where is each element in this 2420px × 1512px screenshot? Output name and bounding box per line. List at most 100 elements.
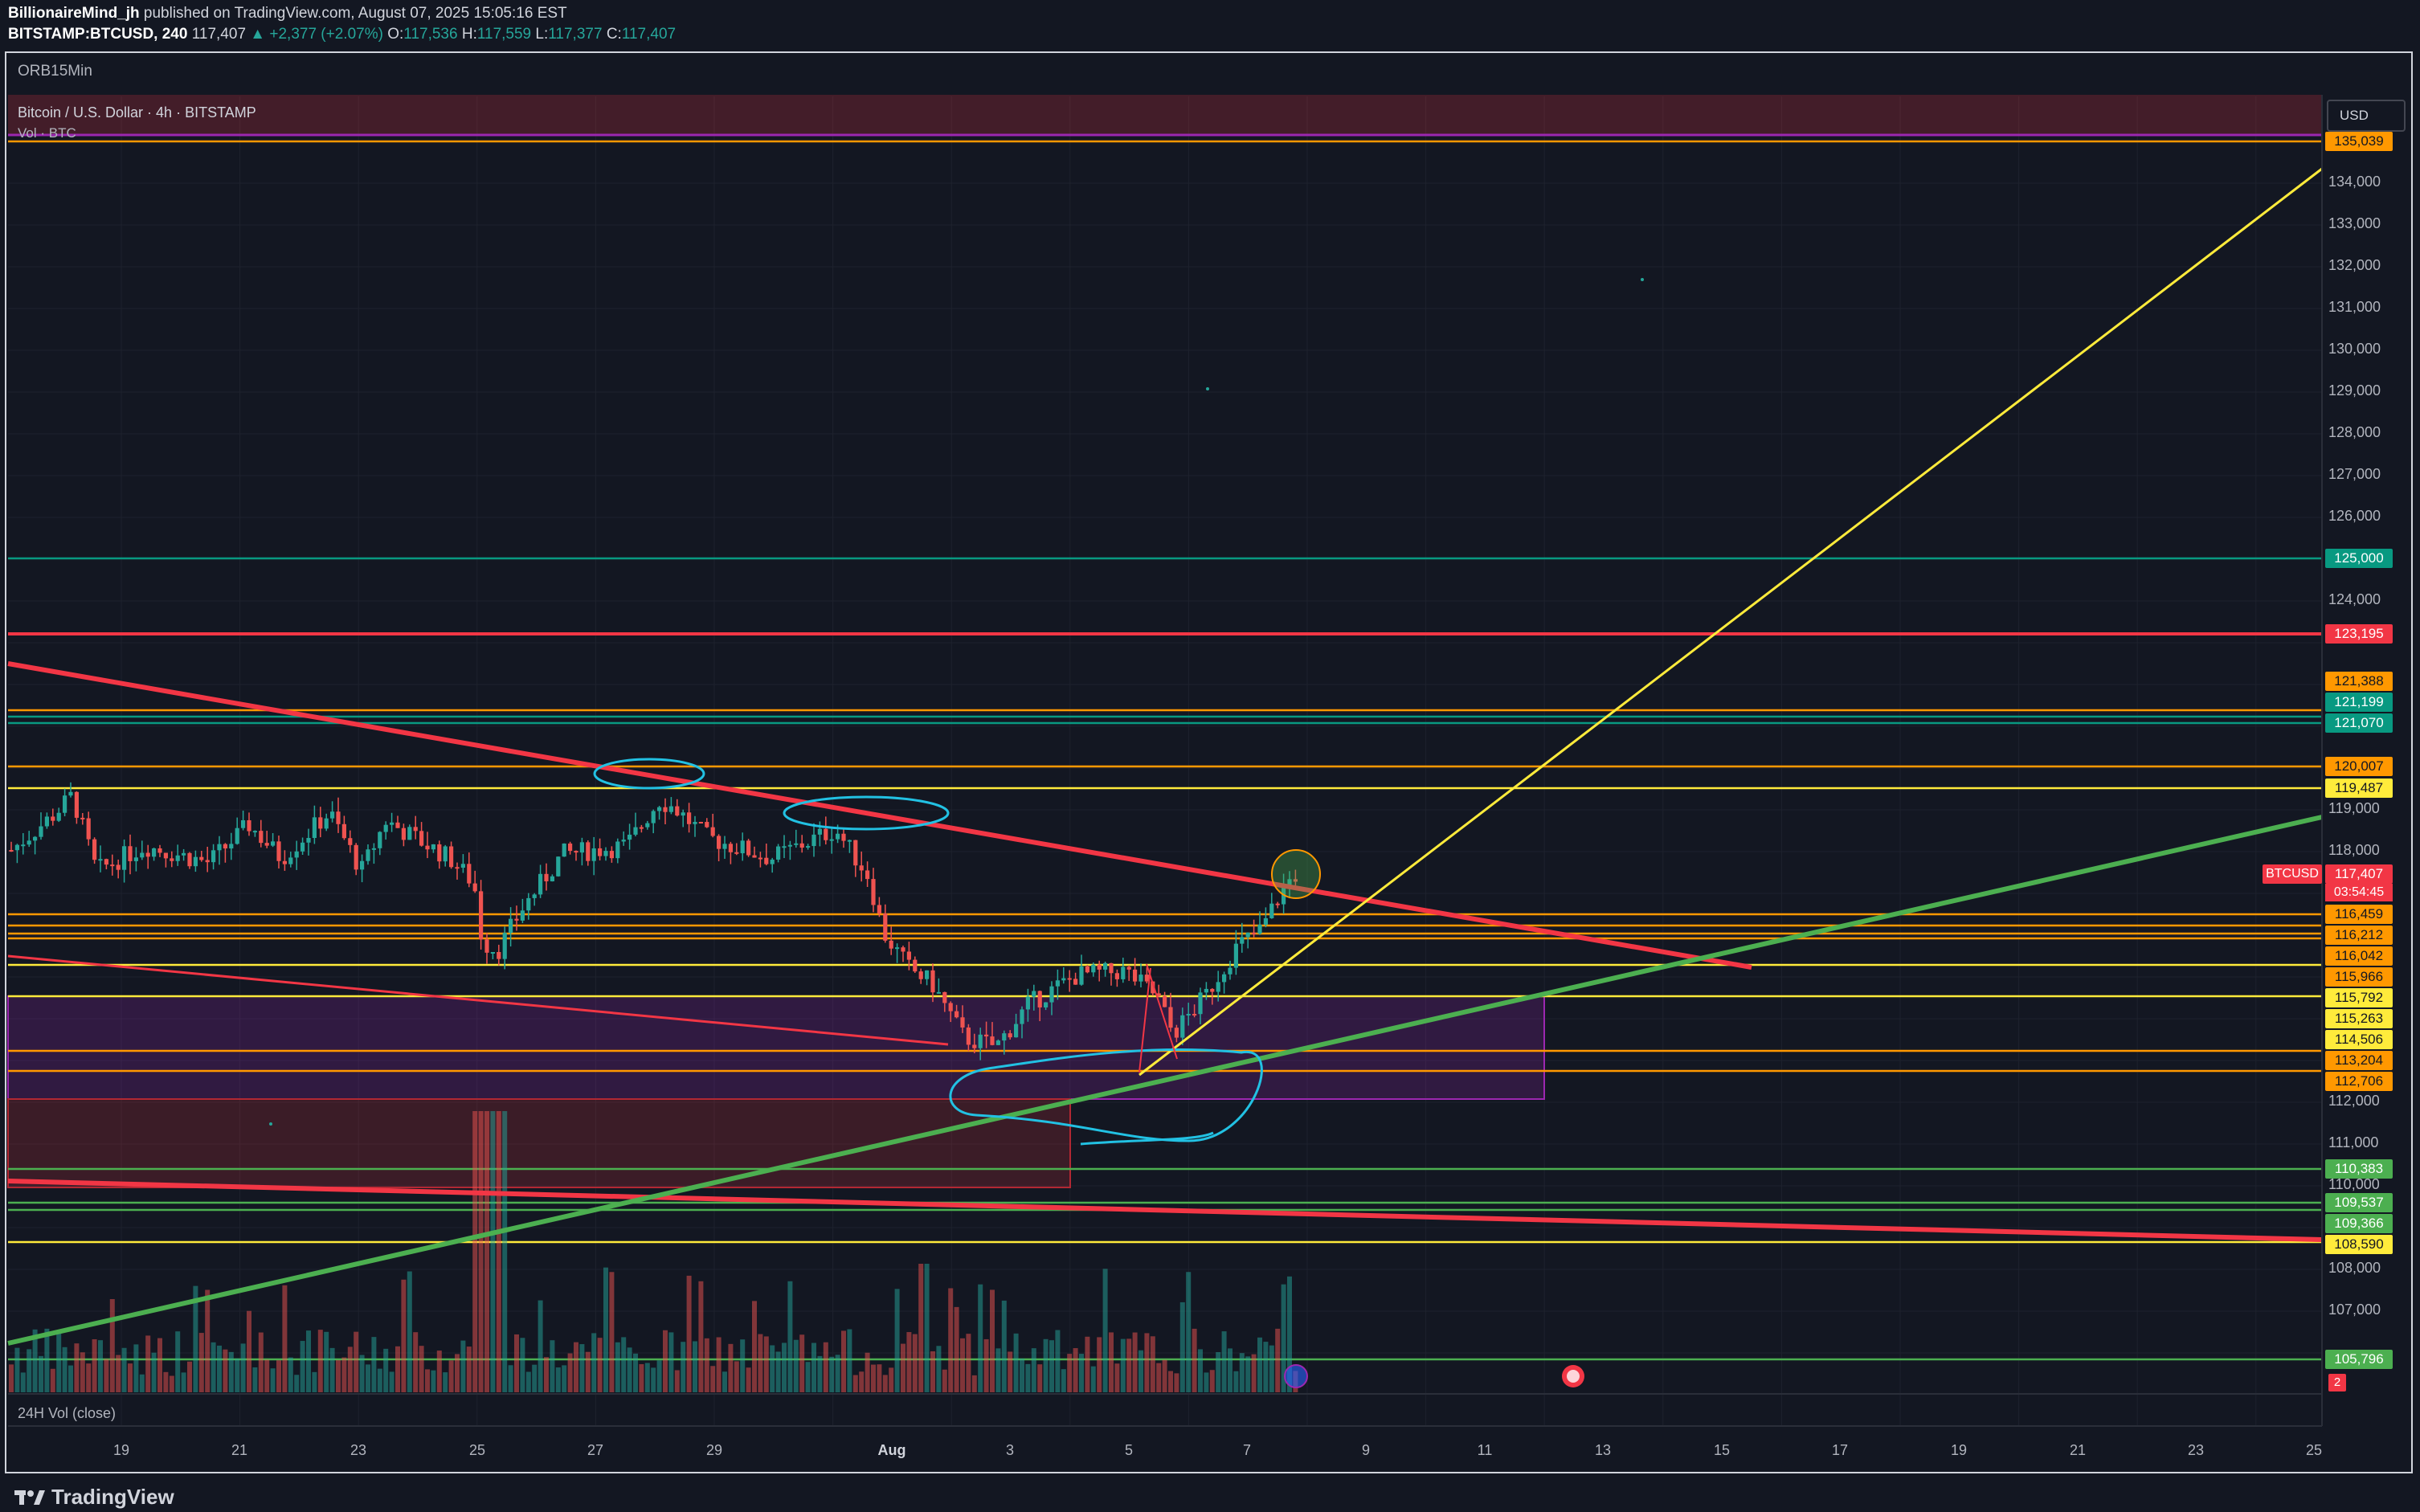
volume-bar bbox=[532, 1364, 538, 1392]
volume-bar bbox=[157, 1338, 162, 1392]
y-tick: 127,000 bbox=[2328, 466, 2381, 482]
candle-body bbox=[1055, 980, 1060, 987]
price-tag[interactable]: 115,966 bbox=[2325, 967, 2393, 987]
price-tag[interactable]: 116,212 bbox=[2325, 926, 2393, 945]
x-tick: 7 bbox=[1242, 1442, 1252, 1458]
volume-bars bbox=[9, 1111, 1298, 1392]
volume-bar bbox=[829, 1356, 835, 1392]
price-tag[interactable]: 117,407 bbox=[2325, 864, 2393, 884]
candle-body bbox=[586, 842, 591, 861]
volume-bar bbox=[1269, 1345, 1274, 1392]
price-tag[interactable]: 109,366 bbox=[2325, 1214, 2393, 1233]
candle-body bbox=[116, 864, 121, 870]
candle-body bbox=[86, 818, 91, 840]
volume-bar bbox=[431, 1370, 436, 1392]
price-tag[interactable]: 121,199 bbox=[2325, 693, 2393, 712]
price-tag[interactable]: 110,383 bbox=[2325, 1159, 2393, 1179]
last-price: 117,407 bbox=[191, 26, 247, 43]
volume-bar bbox=[496, 1111, 501, 1392]
candle-body bbox=[27, 840, 31, 845]
tradingview-logo[interactable]: TradingView bbox=[14, 1485, 174, 1510]
author-name[interactable]: BillionaireMind_jh bbox=[8, 5, 140, 22]
price-tag[interactable]: 105,796 bbox=[2325, 1350, 2393, 1369]
symbol-price-tag[interactable]: BTCUSD bbox=[2263, 864, 2322, 884]
candle-body bbox=[645, 823, 650, 828]
price-tag[interactable]: 113,204 bbox=[2325, 1051, 2393, 1070]
price-change: ▲ +2,377 (+2.07%) bbox=[250, 26, 383, 43]
candle-body bbox=[794, 843, 799, 845]
candle-body bbox=[1240, 937, 1245, 944]
price-tag[interactable]: 112,706 bbox=[2325, 1072, 2393, 1091]
candle-body bbox=[1186, 1014, 1191, 1016]
volume-bar bbox=[436, 1351, 442, 1392]
volume-bar bbox=[1025, 1363, 1031, 1392]
candle-body bbox=[520, 910, 525, 921]
price-tag[interactable]: 116,042 bbox=[2325, 946, 2393, 966]
candle-body bbox=[419, 831, 424, 846]
alerts-badge[interactable]: 2 bbox=[2328, 1374, 2346, 1391]
candle-body bbox=[603, 851, 608, 856]
price-tag[interactable]: 135,039 bbox=[2325, 132, 2393, 151]
candle-body bbox=[247, 819, 251, 832]
candle-body bbox=[806, 846, 811, 848]
y-tick: 132,000 bbox=[2328, 257, 2381, 273]
volume-bar bbox=[359, 1355, 365, 1392]
candle-body bbox=[514, 918, 519, 921]
dot-marker bbox=[1641, 278, 1644, 281]
volume-bar bbox=[1186, 1272, 1192, 1392]
candle-body bbox=[1293, 879, 1298, 882]
price-tag[interactable]: 116,459 bbox=[2325, 905, 2393, 924]
volume-bar bbox=[366, 1364, 370, 1392]
candle-body bbox=[1269, 903, 1274, 918]
volume-pane-label[interactable]: 24H Vol (close) bbox=[18, 1405, 117, 1421]
price-tag[interactable]: 125,000 bbox=[2325, 549, 2393, 568]
candle-body bbox=[140, 852, 145, 858]
volume-bar bbox=[389, 1371, 394, 1392]
y-tick: 131,000 bbox=[2328, 299, 2381, 315]
candle-body bbox=[698, 822, 703, 824]
volume-bar bbox=[484, 1111, 489, 1392]
candle-body bbox=[1126, 966, 1131, 970]
chart-title[interactable]: Bitcoin / U.S. Dollar · 4h · BITSTAMP bbox=[18, 104, 256, 121]
price-tag[interactable]: 108,590 bbox=[2325, 1235, 2393, 1254]
volume-bar bbox=[1144, 1333, 1150, 1392]
volume-bar bbox=[609, 1272, 615, 1392]
candle-body bbox=[811, 834, 816, 847]
candle-body bbox=[497, 951, 501, 959]
candle-body bbox=[223, 844, 227, 849]
volume-bar bbox=[288, 1357, 293, 1392]
volume-bar bbox=[205, 1289, 211, 1392]
candle-body bbox=[562, 843, 566, 857]
volume-legend[interactable]: Vol · BTC bbox=[18, 125, 76, 141]
candle-body bbox=[479, 891, 484, 940]
candle-body bbox=[306, 838, 311, 843]
candle-body bbox=[1163, 995, 1167, 1007]
orb-indicator-label[interactable]: ORB15Min bbox=[18, 63, 92, 80]
price-tag[interactable]: 115,263 bbox=[2325, 1009, 2393, 1028]
price-tag[interactable]: 109,537 bbox=[2325, 1193, 2393, 1212]
price-tag[interactable]: 115,792 bbox=[2325, 988, 2393, 1007]
volume-bar bbox=[525, 1371, 531, 1392]
volume-bar bbox=[294, 1375, 300, 1392]
price-tag[interactable]: 121,070 bbox=[2325, 713, 2393, 733]
price-tag[interactable]: 119,487 bbox=[2325, 778, 2393, 798]
price-tag[interactable]: 114,506 bbox=[2325, 1030, 2393, 1049]
price-tag[interactable]: 120,007 bbox=[2325, 757, 2393, 776]
open-value: 117,536 bbox=[403, 26, 458, 43]
candle-body bbox=[1228, 967, 1232, 975]
candle-body bbox=[668, 806, 673, 812]
symbol-label[interactable]: BITSTAMP:BTCUSD, 240 bbox=[8, 26, 188, 43]
price-tag[interactable]: 121,388 bbox=[2325, 672, 2393, 691]
candle-body bbox=[467, 864, 472, 884]
volume-bar bbox=[728, 1343, 734, 1392]
currency-button[interactable]: USD bbox=[2327, 100, 2406, 132]
price-tag[interactable]: 123,195 bbox=[2325, 624, 2393, 644]
volume-bar bbox=[1174, 1373, 1179, 1392]
volume-bar bbox=[211, 1342, 216, 1392]
candle-body bbox=[324, 818, 329, 829]
volume-bar bbox=[490, 1111, 496, 1392]
candle-body bbox=[906, 951, 911, 960]
volume-bar bbox=[1085, 1336, 1090, 1392]
volume-bar bbox=[347, 1346, 353, 1392]
